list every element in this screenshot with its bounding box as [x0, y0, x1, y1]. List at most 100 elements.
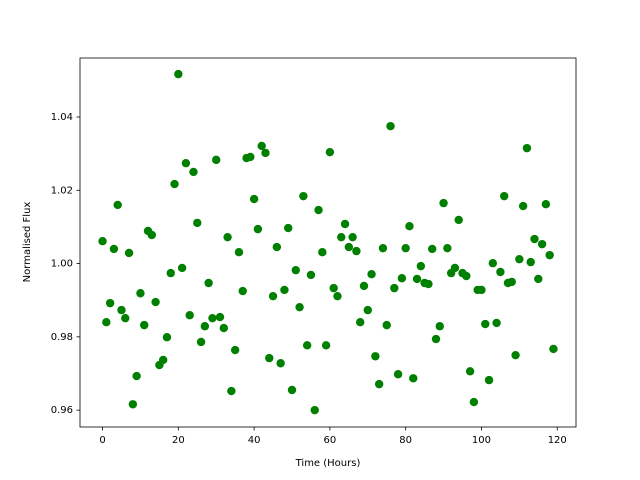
point: [492, 318, 501, 328]
point: [534, 274, 543, 284]
point: [465, 367, 475, 376]
point: [291, 265, 300, 275]
point: [526, 257, 535, 267]
y-tick-label: 1.02: [51, 185, 73, 196]
point: [537, 239, 547, 249]
point: [359, 281, 369, 291]
point: [416, 261, 426, 271]
point: [170, 179, 179, 189]
point: [515, 254, 524, 264]
point: [219, 323, 228, 333]
point: [223, 232, 232, 242]
point: [140, 320, 149, 330]
point: [333, 291, 342, 301]
point: [310, 405, 319, 415]
point: [344, 242, 354, 252]
point: [367, 269, 376, 279]
point: [393, 370, 403, 379]
y-axis-label: Normalised Flux: [22, 202, 33, 283]
point: [431, 334, 441, 344]
point: [522, 143, 532, 153]
y-tick-label: 0.98: [51, 332, 73, 343]
point: [193, 218, 202, 228]
point: [507, 277, 516, 287]
point: [405, 221, 414, 231]
point: [306, 270, 316, 280]
point: [166, 268, 175, 278]
point: [481, 319, 490, 329]
point: [378, 243, 388, 253]
point: [374, 379, 384, 389]
point: [477, 285, 486, 295]
point: [177, 263, 187, 273]
point: [238, 286, 247, 296]
point: [371, 352, 380, 361]
point: [329, 283, 338, 293]
point: [200, 322, 210, 331]
point: [530, 234, 539, 244]
point: [318, 248, 327, 257]
point: [325, 147, 335, 157]
point: [541, 200, 551, 209]
point: [280, 285, 289, 295]
point: [496, 267, 505, 277]
point: [439, 198, 448, 208]
point: [249, 194, 259, 204]
point: [268, 291, 278, 301]
point: [212, 155, 221, 165]
point: [409, 374, 418, 383]
point: [382, 320, 391, 330]
point: [204, 278, 213, 288]
point: [352, 246, 361, 256]
point: [272, 242, 282, 252]
point: [117, 305, 126, 315]
point: [549, 344, 558, 354]
point: [136, 289, 145, 298]
y-tick-label: 1.00: [51, 259, 73, 270]
point: [428, 244, 437, 254]
point: [302, 341, 312, 350]
point: [443, 243, 452, 253]
point: [105, 298, 115, 308]
point: [121, 313, 130, 323]
point: [234, 248, 244, 257]
point: [435, 322, 444, 331]
point: [102, 317, 111, 327]
point: [295, 302, 304, 312]
x-tick-label: 120: [548, 435, 567, 446]
point: [128, 400, 138, 409]
point: [321, 341, 331, 350]
axes-frame: [79, 57, 577, 428]
point: [314, 205, 323, 215]
point: [284, 223, 293, 233]
point: [424, 279, 433, 289]
point: [158, 355, 168, 365]
point: [401, 243, 410, 253]
point: [454, 215, 463, 225]
point: [518, 201, 528, 211]
x-tick-label: 80: [399, 435, 412, 446]
x-tick-label: 20: [172, 435, 185, 446]
point: [356, 317, 365, 327]
point: [386, 121, 395, 131]
point: [340, 219, 350, 229]
point: [185, 311, 194, 320]
point: [511, 350, 520, 360]
point: [196, 337, 206, 347]
point: [261, 148, 270, 158]
point: [299, 191, 308, 201]
point: [484, 375, 494, 385]
point: [545, 250, 554, 260]
point: [412, 274, 422, 284]
point: [499, 191, 509, 201]
x-axis-label: Time (Hours): [295, 458, 361, 469]
point: [151, 297, 160, 307]
point: [337, 232, 346, 242]
point: [390, 283, 399, 293]
point: [469, 397, 479, 407]
y-tick-label: 0.96: [51, 405, 73, 416]
x-tick-label: 40: [248, 435, 261, 446]
point: [227, 386, 236, 396]
